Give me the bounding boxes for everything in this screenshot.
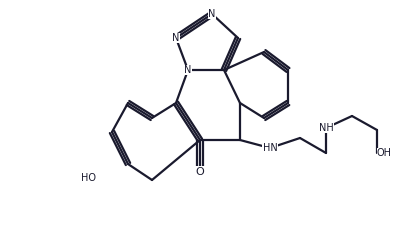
Text: HO: HO — [81, 173, 96, 183]
Text: N: N — [184, 65, 191, 75]
Text: N: N — [208, 9, 215, 19]
Text: HN: HN — [262, 143, 277, 153]
Text: OH: OH — [376, 148, 391, 158]
Text: N: N — [172, 33, 179, 43]
Text: O: O — [195, 167, 204, 177]
Text: NH: NH — [318, 123, 332, 133]
